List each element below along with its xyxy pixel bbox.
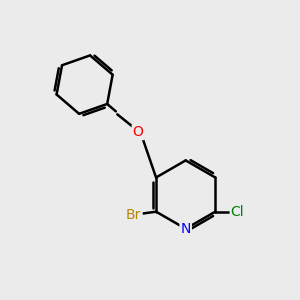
- Text: Br: Br: [126, 208, 142, 222]
- Text: Cl: Cl: [231, 205, 244, 219]
- Text: O: O: [133, 125, 143, 139]
- Text: N: N: [181, 222, 191, 236]
